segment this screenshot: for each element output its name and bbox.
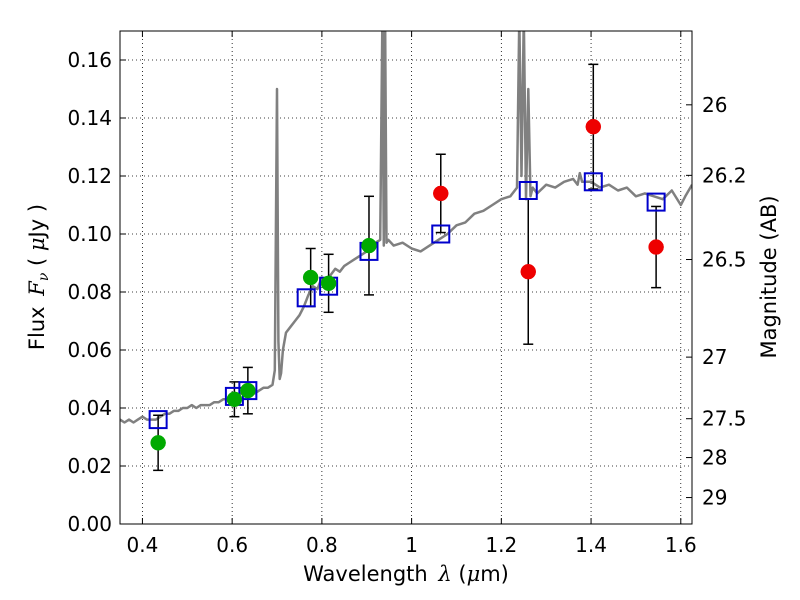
x-tick-label: 1 — [405, 533, 418, 557]
spectrum-line — [120, 31, 692, 424]
model-box — [583, 172, 603, 192]
y-tick-label: 0.06 — [67, 338, 112, 362]
y-tick-label: 0.02 — [67, 454, 112, 478]
x-axis-title-unit-open: ( — [452, 562, 467, 586]
plot-background — [120, 31, 692, 524]
y2-tick-label: 26 — [702, 93, 727, 117]
data-point-layer — [150, 118, 664, 451]
x-axis-title-unit-close: m) — [480, 562, 509, 586]
model-box — [518, 181, 538, 200]
x-tick-label: 0.8 — [306, 533, 338, 557]
data-point — [302, 269, 319, 286]
data-point — [240, 382, 256, 399]
data-point — [585, 118, 602, 135]
x-axis-title-prefix: Wavelength — [303, 562, 434, 586]
y2-tick-label: 26.2 — [702, 163, 747, 187]
y-axis-title-subscript: ν — [36, 272, 52, 281]
plot-frame — [119, 30, 693, 525]
y-tick-label: 0.10 — [67, 222, 112, 246]
y-axis-title-unit-mu: μ — [25, 237, 49, 251]
y2-tick-label: 28 — [702, 446, 727, 470]
data-point — [361, 237, 377, 254]
x-tick-label: 1.4 — [575, 533, 607, 557]
x-axis-ticks: 0.4 0.6 0.8 1 1.2 1.4 1.6 — [127, 31, 697, 557]
y-axis-title: Flux Fν ( μJy ) — [25, 204, 52, 350]
data-point — [320, 275, 337, 292]
y2-axis-ticks: 26 26.2 26.5 27 27.5 28 29 — [686, 93, 747, 510]
x-axis-title: Wavelength λ (μm) — [303, 562, 509, 586]
model-box — [148, 410, 168, 430]
y-tick-label: 0.04 — [67, 396, 112, 420]
y-axis-ticks: 0.00 0.02 0.04 0.06 0.08 0.10 0.12 0.14 0.16 — [67, 48, 126, 536]
y2-tick-label: 26.5 — [702, 248, 747, 272]
x-axis-title-symbol: λ — [437, 562, 451, 586]
data-point — [648, 239, 664, 255]
model-box — [646, 192, 666, 212]
y-axis-title-unit-open: ( — [25, 251, 49, 273]
y-tick-label: 0.08 — [67, 280, 112, 304]
model-box — [296, 288, 316, 308]
y2-axis-title: Magnitude (AB) — [757, 195, 781, 358]
y-tick-label: 0.00 — [67, 512, 112, 536]
spectrum-layer — [120, 31, 692, 424]
x-tick-label: 1.2 — [485, 533, 517, 557]
x-tick-label: 1.6 — [665, 533, 697, 557]
y-tick-label: 0.14 — [67, 106, 112, 130]
model-box — [238, 381, 258, 401]
y2-tick-label: 27 — [702, 345, 727, 369]
y-axis-title-symbol: F — [25, 280, 49, 297]
x-tick-label: 0.4 — [127, 533, 159, 557]
y-tick-label: 0.12 — [67, 164, 112, 188]
y2-tick-label: 27.5 — [702, 407, 747, 431]
model-box — [431, 224, 451, 244]
y-axis-title-prefix: Flux — [25, 300, 49, 350]
data-point — [433, 185, 449, 202]
y-axis-title-unit-close: Jy ) — [25, 204, 49, 240]
data-point — [226, 391, 243, 408]
y-tick-label: 0.16 — [67, 48, 112, 72]
x-axis-title-unit-mu: μ — [467, 562, 481, 586]
x-tick-label: 0.6 — [216, 533, 248, 557]
data-point — [520, 263, 537, 280]
y2-tick-label: 29 — [702, 486, 727, 510]
data-point — [150, 435, 166, 451]
